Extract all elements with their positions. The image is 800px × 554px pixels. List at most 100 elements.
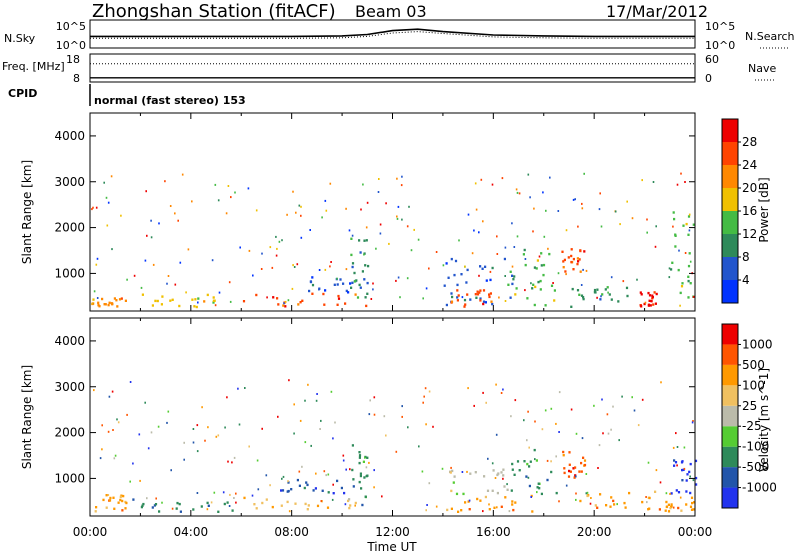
velocity-cell <box>210 501 213 504</box>
power-cell <box>167 275 170 277</box>
velocity-cell <box>504 496 507 499</box>
power-cell <box>358 283 361 287</box>
power-cell <box>124 299 127 302</box>
power-cell <box>572 257 575 261</box>
power-cell <box>141 293 144 296</box>
power-cell <box>610 276 613 279</box>
velocity-cell <box>681 479 684 482</box>
power-cell <box>339 278 342 281</box>
velocity-cell <box>562 454 565 457</box>
power-cell <box>300 214 302 217</box>
power-cell <box>211 259 214 262</box>
velocity-cell <box>538 487 541 490</box>
power-cell <box>639 291 642 294</box>
power-cell <box>671 261 674 264</box>
power-cell <box>277 303 280 306</box>
velocity-cell <box>315 399 318 402</box>
velocity-cell <box>665 500 668 504</box>
power-cell <box>325 209 328 212</box>
velocity-cell <box>421 470 424 473</box>
velocity-cell <box>664 509 667 512</box>
noise-right-tick-top: 10^5 <box>705 20 735 33</box>
power-cell <box>456 289 459 292</box>
power-cell <box>442 264 445 267</box>
power-cell <box>425 287 428 290</box>
power-cell <box>345 289 348 293</box>
power-cell <box>360 208 362 211</box>
velocity-cell <box>586 494 589 498</box>
power-cell <box>351 234 354 237</box>
power-cell <box>562 266 565 269</box>
velocity-cell <box>361 503 364 507</box>
power-cell <box>214 183 217 186</box>
velocity-cell <box>593 404 595 407</box>
velocity-cell <box>358 451 361 454</box>
velocity-cell <box>527 410 529 413</box>
power-cell <box>463 298 467 302</box>
velocity-cell <box>327 473 330 476</box>
power-cell <box>96 297 99 299</box>
noise-left-tick-bottom: 10^0 <box>56 39 86 52</box>
velocity-cell <box>450 507 453 510</box>
velocity-cell <box>596 506 599 509</box>
power-cell <box>110 302 113 305</box>
velocity-cell <box>491 462 494 465</box>
power-cell <box>348 229 351 232</box>
power-cell <box>169 205 172 207</box>
power-cell <box>197 301 199 304</box>
velocity-cell <box>426 504 428 506</box>
power-cell <box>576 257 579 260</box>
power-cell <box>311 292 314 295</box>
power-cell <box>185 291 187 294</box>
velocity-cell <box>113 507 116 510</box>
power-cell <box>670 268 673 271</box>
velocity-cell <box>469 472 472 475</box>
power-cell <box>549 176 551 179</box>
velocity-cell <box>166 421 168 424</box>
velocity-cell <box>332 483 334 486</box>
velocity-cell <box>114 454 117 457</box>
power-cell <box>471 252 474 255</box>
power-ytick-label: 4000 <box>54 129 85 143</box>
power-cell <box>367 264 370 268</box>
freq-right-tick-top: 60 <box>705 53 719 66</box>
velocity-cell <box>153 504 156 507</box>
power-cell <box>504 300 507 302</box>
power-cell <box>479 265 482 268</box>
velocity-cell <box>111 390 114 393</box>
velocity-cell <box>226 396 228 399</box>
noise-left-label: N.Sky <box>4 32 36 45</box>
velocity-colorbar-segment <box>722 344 738 365</box>
power-colorbar-label: 28 <box>742 135 757 149</box>
velocity-cell <box>510 415 512 418</box>
xtick-label: 20:00 <box>577 525 612 539</box>
velocity-cell <box>183 458 185 461</box>
velocity-cell <box>670 492 673 495</box>
power-cell <box>485 279 488 282</box>
velocity-cell <box>669 492 671 495</box>
velocity-cell <box>228 505 231 507</box>
velocity-cell <box>238 423 241 426</box>
velocity-cell <box>147 447 150 450</box>
power-cell <box>329 182 332 185</box>
power-cell <box>476 293 480 296</box>
velocity-cell <box>583 459 587 462</box>
power-cell <box>218 291 221 294</box>
velocity-cell <box>597 467 599 469</box>
power-cell <box>96 257 99 260</box>
xtick-label: 12:00 <box>375 525 410 539</box>
freq-right-tick-bottom: 0 <box>705 72 712 85</box>
velocity-cell <box>332 492 335 495</box>
velocity-cell <box>113 457 116 460</box>
power-cell <box>150 219 152 222</box>
power-cell <box>445 262 448 265</box>
velocity-cell <box>287 480 289 483</box>
velocity-cell <box>484 495 487 499</box>
power-cell <box>217 199 220 202</box>
power-cell <box>488 293 491 296</box>
power-cell <box>296 263 299 266</box>
velocity-cell <box>117 421 120 424</box>
velocity-cell <box>667 510 671 513</box>
power-cell <box>110 175 113 178</box>
power-cell <box>113 297 116 300</box>
